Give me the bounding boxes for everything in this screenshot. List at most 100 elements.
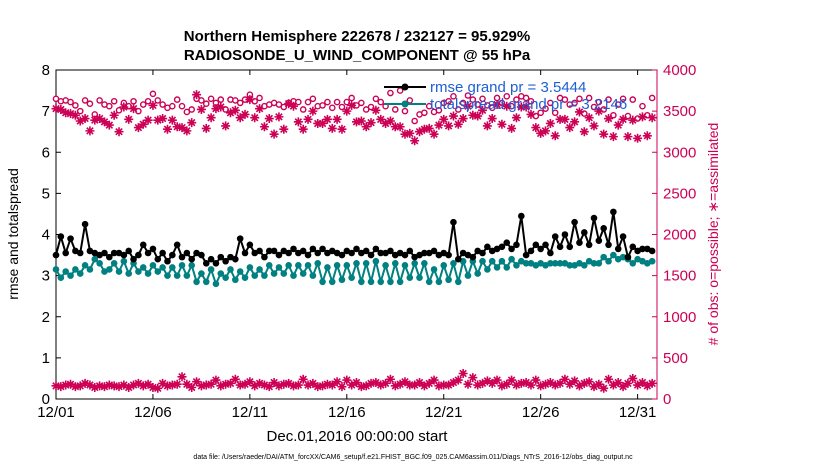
totalspread-point xyxy=(154,268,162,275)
rmse-point xyxy=(135,251,142,259)
assimilated-low-point xyxy=(424,378,434,388)
rmse-point xyxy=(275,251,283,259)
assimilated-low-point xyxy=(545,378,555,388)
assimilated-low-point xyxy=(284,378,294,388)
possible-point xyxy=(450,93,457,100)
rmse-point xyxy=(377,249,385,257)
assimilated-low-point xyxy=(579,378,589,388)
possible-point xyxy=(401,107,409,115)
assimilated-low-point xyxy=(463,379,473,389)
totalspread-point xyxy=(358,278,365,286)
assimilated-point xyxy=(376,114,386,124)
assimilated-point xyxy=(279,124,289,134)
assimilated-low-point xyxy=(347,380,357,390)
rmse-point xyxy=(52,251,60,259)
assimilated-low-point xyxy=(70,382,80,392)
possible-point xyxy=(537,109,544,117)
totalspread-point xyxy=(416,274,423,281)
possible-point xyxy=(503,93,511,100)
totalspread-point xyxy=(464,272,472,279)
assimilated-low-point xyxy=(473,380,483,390)
totalspread-point xyxy=(522,259,530,267)
rmse-point xyxy=(450,218,457,226)
rmse-point xyxy=(314,249,322,257)
assimilated-low-point xyxy=(104,380,114,390)
rmse-point xyxy=(600,225,607,232)
assimilated-low-point xyxy=(318,381,328,391)
possible-point xyxy=(425,102,433,110)
assimilated-low-point xyxy=(274,381,284,391)
possible-point xyxy=(464,92,472,99)
assimilated-point xyxy=(478,105,488,115)
assimilated-point xyxy=(211,104,221,114)
assimilated-low-point xyxy=(269,378,279,388)
assimilated-low-point xyxy=(541,379,551,389)
legend-marker xyxy=(401,100,409,108)
x-tick-label: 12/11 xyxy=(232,404,268,421)
totalspread-point xyxy=(387,278,394,286)
totalspread-point xyxy=(222,274,229,281)
rmse-point xyxy=(285,249,292,257)
rmse-point xyxy=(348,249,355,257)
assimilated-point xyxy=(521,102,531,112)
possible-point xyxy=(435,107,443,114)
possible-point xyxy=(149,90,157,98)
rmse-point xyxy=(566,243,574,251)
totalspread-point xyxy=(227,266,234,273)
right-tick-label: 0 xyxy=(663,391,671,408)
possible-point xyxy=(202,100,210,108)
rmse-point xyxy=(154,255,162,263)
assimilated-low-point xyxy=(332,377,342,387)
assimilated-low-point xyxy=(628,373,638,383)
assimilated-low-point xyxy=(80,378,90,388)
assimilated-point xyxy=(560,114,570,124)
rmse-point xyxy=(522,251,530,259)
assimilated-point xyxy=(75,116,85,126)
assimilated-low-point xyxy=(453,375,463,385)
assimilated-low-point xyxy=(487,378,497,388)
possible-point xyxy=(484,102,491,109)
rmse-point xyxy=(469,253,477,261)
assimilated-point xyxy=(439,114,449,124)
assimilated-low-point xyxy=(158,378,168,388)
totalspread-point xyxy=(425,278,433,286)
possible-point xyxy=(614,101,622,108)
assimilated-low-point xyxy=(376,380,386,390)
totalspread-point xyxy=(76,270,84,277)
rmse-point xyxy=(125,247,133,255)
possible-point xyxy=(333,98,341,106)
assimilated-low-point xyxy=(225,378,235,388)
assimilated-low-point xyxy=(434,381,444,391)
assimilated-point xyxy=(468,110,478,120)
rmse-point xyxy=(81,220,89,228)
rmse-point xyxy=(222,257,229,265)
assimilated-low-point xyxy=(85,380,95,390)
assimilated-low-point xyxy=(444,380,454,390)
x-axis-label: Dec.01,2016 00:00:00 start xyxy=(267,428,449,445)
assimilated-point xyxy=(642,131,652,141)
rmse-point xyxy=(362,247,370,255)
y-tick-label: 0 xyxy=(42,391,50,408)
possible-point xyxy=(445,97,452,105)
assimilated-low-point xyxy=(599,383,609,393)
possible-point xyxy=(561,96,569,103)
totalspread-point xyxy=(135,268,142,275)
totalspread-point xyxy=(261,272,268,279)
rmse-point xyxy=(532,241,540,249)
rmse-point xyxy=(67,235,74,242)
totalspread-point xyxy=(62,268,69,275)
assimilated-low-point xyxy=(133,378,143,388)
possible-point xyxy=(619,95,627,103)
assimilated-low-point xyxy=(293,380,303,390)
totalspread-point xyxy=(600,253,607,261)
totalspread-point xyxy=(164,272,171,279)
totalspread-point xyxy=(198,270,205,277)
x-tick-label: 12/01 xyxy=(37,404,75,421)
assimilated-point xyxy=(463,101,473,111)
assimilated-low-point xyxy=(109,381,119,391)
y-tick-label: 7 xyxy=(42,103,50,120)
assimilated-point xyxy=(119,102,129,112)
assimilated-point xyxy=(143,115,153,125)
